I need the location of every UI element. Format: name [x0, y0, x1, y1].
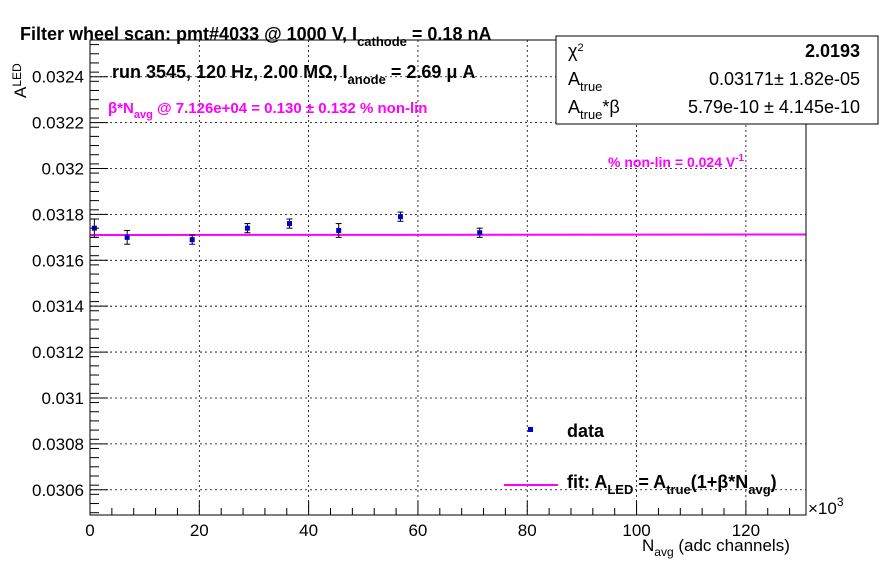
- x-tick-label: 100: [622, 521, 650, 540]
- run-info: run 3545, 120 Hz, 2.00 MΩ, Ianode = 2.69…: [112, 62, 475, 87]
- y-tick-label: 0.0318: [32, 205, 84, 224]
- y-tick-label: 0.0314: [32, 297, 84, 316]
- stats-label-chi2: χ2: [568, 41, 584, 61]
- data-points-layer: [91, 211, 483, 245]
- data-point: [124, 234, 130, 240]
- x-tick-label: 20: [190, 521, 209, 540]
- y-axis-label: ALED: [10, 63, 30, 98]
- stats-value-atrue: 0.03171± 1.82e-05: [709, 69, 860, 89]
- y-tick-label: 0.0322: [32, 114, 84, 133]
- plot-frame: [89, 39, 807, 516]
- legend-fit-label: fit: ALED = Atrue(1+β*Navg): [567, 472, 777, 497]
- y-tick-label: 0.0308: [32, 435, 84, 454]
- stats-label-atrue: Atrue: [568, 69, 602, 94]
- y-tick-label: 0.0312: [32, 343, 84, 362]
- stats-label-atrue-beta: Atrue*β: [568, 97, 620, 122]
- data-point: [189, 237, 195, 243]
- data-point: [477, 230, 483, 236]
- stats-value-atrue-beta: 5.79e-10 ± 4.145e-10: [688, 97, 860, 117]
- x-axis: 0 20 40 60 80 100 120: [85, 501, 791, 540]
- legend-data-label: data: [567, 421, 605, 441]
- x-tick-label: 120: [732, 521, 760, 540]
- y-tick-label: 0.0316: [32, 251, 84, 270]
- legend-data-marker: [528, 427, 533, 432]
- chart-title: Filter wheel scan: pmt#4033 @ 1000 V, Ic…: [20, 24, 491, 49]
- slope-annotation: % non-lin = 0.024 V-1: [608, 153, 745, 170]
- fit-curve: [89, 233, 807, 237]
- stats-value-chi2: 2.0193: [805, 41, 860, 61]
- y-tick-label: 0.0324: [32, 68, 84, 87]
- x-tick-label: 60: [408, 521, 427, 540]
- y-tick-label: 0.032: [41, 160, 84, 179]
- data-point: [286, 221, 292, 227]
- x-axis-label: Navg (adc channels): [642, 536, 790, 559]
- data-point: [336, 227, 342, 233]
- stats-box: χ2 2.0193 Atrue 0.03171± 1.82e-05 Atrue*…: [555, 35, 879, 125]
- y-tick-label: 0.031: [41, 389, 84, 408]
- y-axis: 0.0306 0.0308 0.031 0.0312 0.0314 0.0316 0.031…: [32, 44, 108, 514]
- x-multiplier: ×103: [808, 495, 844, 518]
- fit-curve-layer: [89, 233, 807, 237]
- x-tick-label: 80: [518, 521, 537, 540]
- x-tick-label: 0: [85, 521, 94, 540]
- legend: data fit: ALED = Atrue(1+β*Navg): [504, 421, 777, 497]
- x-tick-label: 40: [299, 521, 318, 540]
- data-point: [244, 225, 250, 231]
- y-tick-label: 0.0306: [32, 481, 84, 500]
- nonlin-annotation: β*Navg @ 7.126e+04 = 0.130 ± 0.132 % non…: [108, 100, 427, 121]
- data-point: [397, 214, 403, 220]
